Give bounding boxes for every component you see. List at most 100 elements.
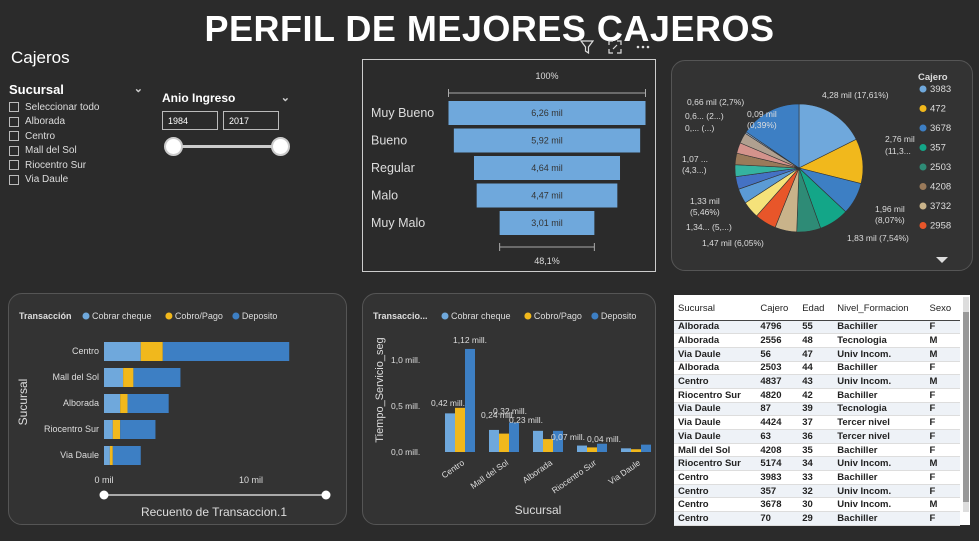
table-cell: Tecnologia xyxy=(833,333,926,348)
table-cell: 357 xyxy=(756,484,799,499)
pie-data-label: (5,46%) xyxy=(690,207,720,217)
checkbox[interactable] xyxy=(9,102,19,113)
anio-to-input[interactable] xyxy=(223,111,279,130)
more-options-icon[interactable] xyxy=(634,38,652,56)
bar-chart-panel[interactable]: Transacción Cobrar cheque Cobro/Pago Deposi… xyxy=(8,293,347,525)
chevron-down-icon[interactable]: ⌄ xyxy=(133,83,143,95)
pie-chart-panel[interactable]: 4,28 mil (17,61%) 2,76 mil (11,3... 1,96 mi… xyxy=(671,60,973,271)
table-row[interactable]: Centro 3983 33 Bachiller F xyxy=(674,470,960,485)
checkbox[interactable] xyxy=(9,145,19,156)
table-row[interactable]: Riocentro Sur 4820 42 Bachiller F xyxy=(674,388,960,403)
anio-slicer-header[interactable]: Anio Ingreso ⌄ xyxy=(162,91,290,105)
table-cell: 44 xyxy=(798,361,834,376)
col-header-cajero[interactable]: Cajero xyxy=(756,295,799,321)
anio-slider-track[interactable] xyxy=(173,145,281,148)
col-header-sucursal[interactable]: Sucursal xyxy=(674,295,757,321)
table-row[interactable]: Mall del Sol 4208 35 Bachiller F xyxy=(674,443,960,458)
pie-legend-dot xyxy=(919,183,927,190)
table-row[interactable]: Riocentro Sur 5174 34 Univ Incom. M xyxy=(674,456,960,472)
table-row[interactable]: Via Daule 63 36 Tercer nivel F xyxy=(674,429,960,444)
cajeros-table[interactable]: Sucursal Cajero Edad Nivel_Formacion Sex… xyxy=(674,295,970,526)
pie-legend-label: 3678 xyxy=(930,123,951,134)
table-cell: M xyxy=(925,347,960,362)
option-alborada[interactable]: Alborada xyxy=(9,115,100,130)
checkbox[interactable] xyxy=(9,131,19,142)
col-header-nivel[interactable]: Nivel_Formacion xyxy=(833,295,926,321)
table-row[interactable]: Centro 357 32 Univ Incom. F xyxy=(674,484,960,499)
anio-slider-handle-end[interactable] xyxy=(271,137,290,156)
table-cell: 33 xyxy=(798,470,834,485)
table-row[interactable]: Via Daule 87 39 Tecnologia F xyxy=(674,402,960,417)
bar-segment xyxy=(104,394,121,413)
checkbox[interactable] xyxy=(9,160,19,171)
pie-legend-title: Cajero xyxy=(918,72,948,83)
bar-category-label: Alborada xyxy=(63,398,99,408)
col-y-tick: 1,0 mill. xyxy=(391,355,420,365)
option-via-daule[interactable]: Via Daule xyxy=(9,173,100,188)
bar-category-label: Via Daule xyxy=(60,450,99,460)
table-cell: 56 xyxy=(756,347,799,362)
bar-x-tick: 0 mil xyxy=(94,475,113,485)
anio-slider-handle-start[interactable] xyxy=(164,137,183,156)
col-legend-label: Cobro/Pago xyxy=(534,311,582,321)
sucursal-slicer-header[interactable]: Sucursal ⌄ xyxy=(9,82,143,97)
funnel-value-label: 4,64 mil xyxy=(531,163,563,173)
bar-segment xyxy=(109,446,113,465)
option-seleccionar-todo[interactable]: Seleccionar todo xyxy=(9,100,100,115)
table-cell: 4837 xyxy=(756,374,799,389)
table-row[interactable]: Alborada 2556 48 Tecnologia M xyxy=(674,333,960,348)
checkbox[interactable] xyxy=(9,174,19,185)
chevron-down-icon[interactable]: ⌄ xyxy=(280,92,290,104)
table-cell: 4820 xyxy=(756,388,799,403)
funnel-category-label: Muy Bueno xyxy=(371,106,434,120)
funnel-category-label: Malo xyxy=(371,189,398,203)
col-header-sexo[interactable]: Sexo xyxy=(925,295,960,321)
pie-legend-label: 472 xyxy=(930,104,946,115)
col-category-label: Riocentro Sur xyxy=(550,457,598,495)
table-cell: Centro xyxy=(674,484,757,499)
table-row[interactable]: Via Daule 56 47 Univ Incom. M xyxy=(674,347,960,362)
bar-segment xyxy=(162,342,290,361)
table-cell: Centro xyxy=(674,470,757,485)
column-chart-panel[interactable]: Transaccio... Cobrar cheque Cobro/Pago Depo… xyxy=(362,293,656,525)
table-row[interactable]: Via Daule 4424 37 Tercer nivel F xyxy=(674,415,960,430)
table-cell: 29 xyxy=(798,511,834,526)
pie-data-label: 0,... (...) xyxy=(685,123,714,133)
table-cell: 4424 xyxy=(756,415,799,430)
table-row[interactable]: Alborada 4796 55 Bachiller F xyxy=(674,320,960,335)
sucursal-options: Seleccionar todo Alborada Centro Mall de… xyxy=(9,100,100,187)
table-cell: Univ Incom. xyxy=(833,484,926,499)
pie-legend-dot xyxy=(919,222,927,229)
col-bar xyxy=(543,439,553,452)
table-row[interactable]: Centro 70 29 Bachiller F xyxy=(674,511,960,526)
col-legend-dot xyxy=(591,312,599,320)
col-bar xyxy=(445,413,455,452)
funnel-chart-panel[interactable]: 100% Muy Bueno 6,26 mil Bueno 5,92 mil Regula… xyxy=(362,59,656,272)
table-cell: Via Daule xyxy=(674,415,757,430)
table-cell: 30 xyxy=(798,497,834,513)
table-row[interactable]: Centro 3678 30 Univ Incom. M xyxy=(674,497,960,513)
funnel-bar xyxy=(499,211,595,235)
anio-from-input[interactable] xyxy=(162,111,218,130)
col-legend-dot xyxy=(524,312,532,320)
option-mall-del-sol[interactable]: Mall del Sol xyxy=(9,144,100,159)
pie-legend-dot xyxy=(919,163,927,171)
bar-segment xyxy=(140,342,163,361)
checkbox[interactable] xyxy=(9,116,19,127)
bar-legend-dot xyxy=(165,312,173,320)
table-row[interactable]: Centro 4837 43 Univ Incom. M xyxy=(674,374,960,389)
bar-segment xyxy=(133,368,181,387)
option-riocentro-sur[interactable]: Riocentro Sur xyxy=(9,158,100,173)
option-centro[interactable]: Centro xyxy=(9,129,100,144)
col-x-axis-title: Sucursal xyxy=(515,503,562,517)
col-bar xyxy=(465,348,475,452)
col-header-edad[interactable]: Edad xyxy=(798,295,834,321)
table-cell: 35 xyxy=(798,443,834,458)
table-row[interactable]: Alborada 2503 44 Bachiller F xyxy=(674,361,960,376)
focus-mode-icon[interactable] xyxy=(606,38,624,56)
filter-icon[interactable] xyxy=(578,38,596,56)
col-bar xyxy=(533,430,543,452)
table-scrollbar-thumb[interactable] xyxy=(963,312,969,502)
slicers-heading: Cajeros xyxy=(11,48,70,67)
sucursal-slicer-title: Sucursal xyxy=(9,82,64,97)
